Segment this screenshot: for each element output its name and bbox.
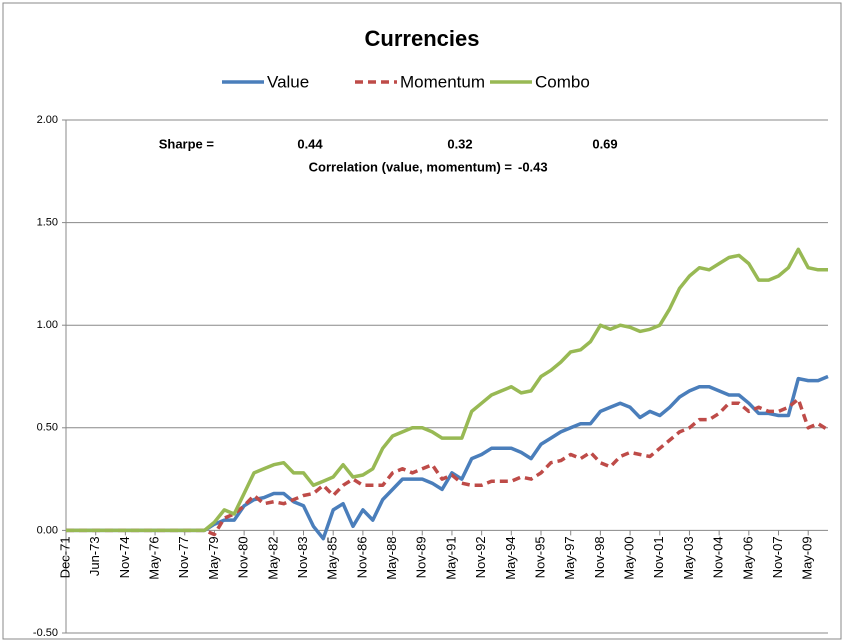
x-tick-label: Nov-92: [473, 536, 488, 578]
x-tick-label: May-85: [325, 536, 340, 579]
x-tick-label: May-76: [147, 536, 162, 579]
y-tick-label: 2.00: [37, 114, 58, 126]
legend-label: Value: [267, 72, 309, 91]
x-tick-label: Jun-73: [87, 536, 102, 576]
x-tick-label: May-97: [562, 536, 577, 579]
y-tick-label: 1.50: [37, 217, 58, 229]
annotation: 0.32: [447, 136, 472, 151]
legend-label: Combo: [535, 72, 590, 91]
y-tick-label: 1.00: [37, 319, 58, 331]
x-tick-label: May-03: [681, 536, 696, 579]
annotation: -0.43: [518, 159, 548, 174]
x-tick-label: Nov-80: [236, 536, 251, 578]
x-tick-label: Nov-77: [176, 536, 191, 578]
x-tick-label: May-00: [622, 536, 637, 579]
x-tick-label: May-91: [443, 536, 458, 579]
x-tick-label: May-88: [384, 536, 399, 579]
x-tick-label: May-94: [503, 536, 518, 579]
x-tick-label: Nov-07: [770, 536, 785, 578]
series-line: [66, 247, 828, 533]
x-tick-label: Dec-71: [57, 536, 72, 578]
chart-title: Currencies: [365, 26, 480, 51]
annotation: Sharpe =: [159, 136, 215, 151]
y-tick-label: 0.50: [37, 422, 58, 434]
x-tick-label: Nov-89: [414, 536, 429, 578]
annotation: Correlation (value, momentum) =: [309, 159, 513, 174]
x-tick-label: Nov-95: [532, 536, 547, 578]
x-tick-label: May-79: [206, 536, 221, 579]
annotation: 0.69: [592, 136, 617, 151]
y-tick-label: 0.00: [37, 524, 58, 536]
x-tick-label: Nov-86: [354, 536, 369, 578]
legend-label: Momentum: [400, 72, 485, 91]
x-tick-label: May-82: [265, 536, 280, 579]
x-tick-label: Nov-01: [651, 536, 666, 578]
x-tick-label: Nov-74: [117, 536, 132, 578]
x-tick-label: May-09: [800, 536, 815, 579]
x-tick-label: Nov-83: [295, 536, 310, 578]
series-line: [66, 397, 829, 537]
x-tick-label: May-06: [740, 536, 755, 579]
y-tick-label: -0.50: [33, 627, 58, 639]
annotation: 0.44: [297, 136, 323, 151]
x-tick-label: Nov-98: [592, 536, 607, 578]
x-tick-label: Nov-04: [711, 536, 726, 578]
